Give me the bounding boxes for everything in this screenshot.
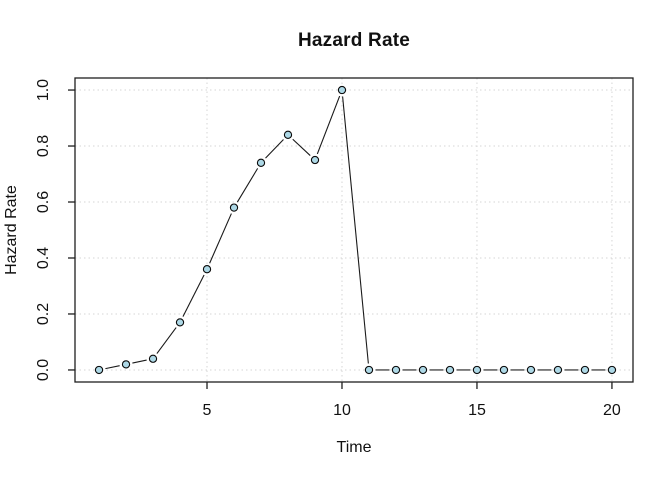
data-point	[175, 318, 185, 327]
series-segment	[316, 95, 341, 155]
data-point	[283, 130, 293, 139]
series-segment	[292, 138, 311, 156]
series-segment	[105, 365, 120, 370]
y-tick-label: 1.0	[35, 79, 52, 101]
series-segment	[265, 139, 284, 159]
data-point	[121, 360, 131, 369]
y-tick-label: 0.8	[35, 135, 52, 157]
y-axis-label: Hazard Rate	[3, 185, 20, 275]
data-point	[337, 85, 347, 95]
series-segment	[156, 327, 177, 354]
data-point	[310, 155, 320, 165]
data-point	[391, 365, 401, 375]
x-tick-label: 10	[333, 402, 351, 419]
data-point	[202, 265, 212, 274]
x-tick-label: 5	[203, 402, 212, 419]
x-axis-label: Time	[336, 439, 372, 456]
plot-border	[74, 77, 634, 383]
series-segment	[132, 359, 147, 364]
data-point	[229, 203, 239, 212]
chart-title: Hazard Rate	[297, 30, 411, 51]
y-tick-label: 0.2	[35, 303, 52, 325]
data-point	[94, 365, 104, 375]
data-point	[148, 354, 158, 363]
series-segment	[182, 274, 205, 317]
data-point	[445, 365, 455, 375]
data-point	[364, 365, 374, 375]
x-tick-label: 20	[603, 402, 621, 419]
data-point	[499, 365, 509, 375]
data-point	[607, 365, 617, 375]
series-segment	[236, 168, 259, 203]
data-point	[418, 365, 428, 375]
data-point	[472, 365, 482, 375]
data-point	[580, 365, 590, 375]
data-point	[256, 158, 266, 167]
y-tick-label: 0.6	[35, 191, 52, 213]
series-segment	[342, 96, 369, 364]
y-tick-label: 0.0	[35, 359, 52, 381]
x-tick-label: 15	[468, 402, 486, 419]
data-point	[553, 365, 563, 375]
series-segment	[209, 213, 232, 264]
y-tick-label: 0.4	[35, 247, 52, 269]
data-point	[526, 365, 536, 375]
